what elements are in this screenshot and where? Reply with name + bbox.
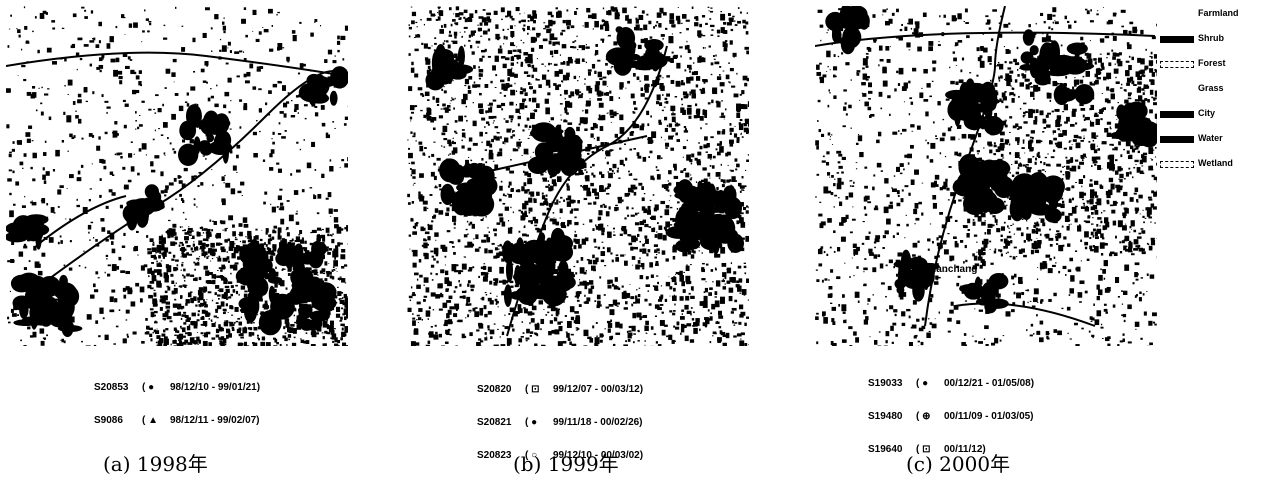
legend-swatch — [1160, 11, 1194, 18]
scene-dates: 99/12/07 - 00/03/12) — [553, 384, 644, 395]
scene-dates: 99/12/10 - 00/03/02) — [553, 450, 644, 461]
scene-symbol: ( ● — [142, 382, 155, 393]
legend-item-city: City — [1160, 108, 1260, 133]
scene-id: S19640 — [868, 444, 903, 455]
legend-swatch — [1160, 111, 1194, 118]
map-1999 — [407, 6, 749, 346]
scene-list-1999: S20820 ( ⊡ 99/12/07 - 00/03/12) S20821 ( ● 9… — [477, 362, 643, 472]
scene-id: S20821 — [477, 417, 512, 428]
scene-row: S19640 ( ⊡ 00/11/12) — [868, 444, 1034, 455]
land-cover-map-2000 — [815, 6, 1157, 346]
legend-label: Forest — [1198, 58, 1226, 68]
scene-dates: 00/11/12) — [944, 444, 986, 455]
scene-symbol: ( ⊡ — [525, 384, 540, 395]
legend-swatch — [1160, 36, 1194, 43]
legend-label: Shrub — [1198, 33, 1224, 43]
legend-item-wetland: Wetland — [1160, 158, 1260, 183]
scene-symbol: ( ● — [916, 378, 929, 389]
city-label-nanchang: Nanchang — [929, 264, 978, 275]
legend-swatch — [1160, 86, 1194, 93]
legend-item-water: Water — [1160, 133, 1260, 158]
legend: Farmland Shrub Forest Grass City Water W… — [1160, 8, 1260, 183]
legend-item-farmland: Farmland — [1160, 8, 1260, 33]
scene-dates: 00/12/21 - 01/05/08) — [944, 378, 1035, 389]
scene-id: S19033 — [868, 378, 903, 389]
scene-id: S9086 — [94, 415, 123, 426]
legend-swatch — [1160, 161, 1194, 168]
scene-row: S20820 ( ⊡ 99/12/07 - 00/03/12) — [477, 384, 643, 395]
scene-id: S19480 — [868, 411, 903, 422]
scene-row: S20821 ( ● 99/11/18 - 00/02/26) — [477, 417, 643, 428]
legend-item-forest: Forest — [1160, 58, 1260, 83]
scene-id: S20853 — [94, 382, 129, 393]
legend-label: Water — [1198, 133, 1223, 143]
map-2000: Nanchang — [815, 6, 1157, 346]
scene-row: S19033 ( ● 00/12/21 - 01/05/08) — [868, 378, 1034, 389]
legend-label: Grass — [1198, 83, 1224, 93]
scene-row: S9086 ( ▲ 98/12/11 - 99/02/07) — [94, 415, 260, 426]
legend-label: Wetland — [1198, 158, 1233, 168]
caption-a: (a) 1998年 — [103, 452, 208, 476]
scene-list-2000: S19033 ( ● 00/12/21 - 01/05/08) S19480 ( ⊕ 0… — [868, 356, 1034, 466]
scene-id: S20823 — [477, 450, 512, 461]
scene-dates: 98/12/10 - 99/01/21) — [170, 382, 261, 393]
legend-item-grass: Grass — [1160, 83, 1260, 108]
land-cover-map-1999 — [407, 6, 749, 346]
scene-row: S20823 ( ○ 99/12/10 - 00/03/02) — [477, 450, 643, 461]
scene-symbol: ( ▲ — [142, 415, 159, 426]
scene-id: S20820 — [477, 384, 512, 395]
scene-dates: 00/11/09 - 01/03/05) — [944, 411, 1034, 422]
scene-row: S19480 ( ⊕ 00/11/09 - 01/03/05) — [868, 411, 1034, 422]
scene-dates: 98/12/11 - 99/02/07) — [170, 415, 260, 426]
legend-label: Farmland — [1198, 8, 1239, 18]
scene-list-1998: S20853 ( ● 98/12/10 - 99/01/21) S9086 ( ▲ 98… — [94, 360, 260, 437]
land-cover-map-1998 — [6, 6, 348, 346]
scene-symbol: ( ○ — [525, 450, 538, 461]
scene-row: S20853 ( ● 98/12/10 - 99/01/21) — [94, 382, 260, 393]
legend-item-shrub: Shrub — [1160, 33, 1260, 58]
legend-swatch — [1160, 136, 1194, 143]
scene-symbol: ( ⊡ — [916, 444, 931, 455]
map-1998 — [6, 6, 348, 346]
caption-c: (c) 2000年 — [906, 452, 1011, 476]
scene-symbol: ( ⊕ — [916, 411, 931, 422]
scene-symbol: ( ● — [525, 417, 538, 428]
legend-swatch — [1160, 61, 1194, 68]
caption-b: (b) 1999年 — [513, 452, 619, 476]
legend-label: City — [1198, 108, 1216, 118]
scene-dates: 99/11/18 - 00/02/26) — [553, 417, 643, 428]
